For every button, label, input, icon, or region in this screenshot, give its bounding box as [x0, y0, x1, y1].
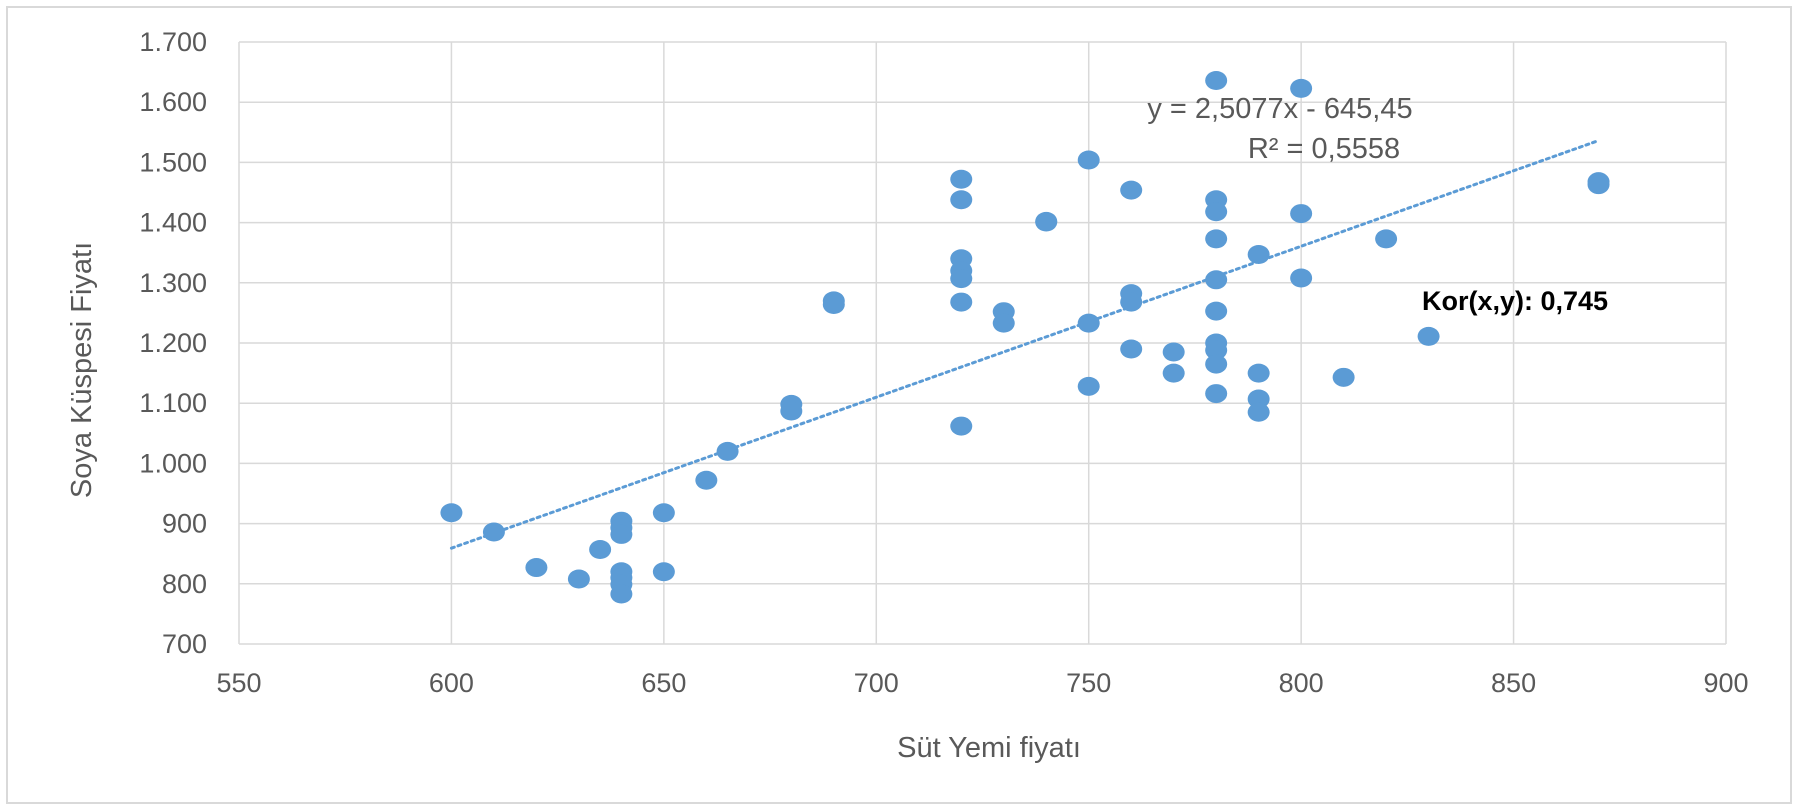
data-point [1120, 339, 1143, 359]
data-point [1077, 376, 1100, 396]
data-point [1290, 204, 1313, 224]
chart-frame [6, 6, 1792, 804]
data-point [1247, 389, 1270, 409]
data-point [567, 569, 590, 589]
data-point [1205, 71, 1228, 91]
data-point [1205, 340, 1228, 360]
data-points [440, 71, 1610, 604]
data-point [716, 441, 739, 461]
data-point [440, 503, 463, 523]
data-point [1247, 363, 1270, 383]
y-tick-label: 1.500 [139, 147, 207, 177]
data-point [1332, 367, 1355, 387]
y-tick-label: 1.300 [139, 268, 207, 298]
x-tick-label: 850 [1491, 668, 1536, 698]
data-point [1205, 229, 1228, 249]
y-tick-label: 1.100 [139, 388, 207, 418]
data-point [992, 313, 1015, 333]
data-point [652, 562, 675, 582]
correlation-annotation: Kor(x,y): 0,745 [1422, 286, 1608, 316]
x-tick-label: 750 [1066, 668, 1111, 698]
data-point [780, 401, 803, 421]
data-point [950, 169, 973, 189]
data-point [1587, 175, 1610, 195]
data-point [950, 292, 973, 312]
data-point [1205, 354, 1228, 374]
data-point [1120, 292, 1143, 312]
x-tick-label: 600 [429, 668, 474, 698]
data-point [1247, 245, 1270, 265]
data-point [1205, 384, 1228, 404]
data-point [1290, 268, 1313, 288]
data-point [1247, 402, 1270, 422]
data-point [950, 190, 973, 210]
x-tick-label: 900 [1703, 668, 1748, 698]
x-tick-label: 700 [854, 668, 899, 698]
y-tick-label: 1.000 [139, 448, 207, 478]
gridlines [238, 41, 1727, 645]
data-point [1162, 342, 1185, 362]
data-point [1290, 78, 1313, 98]
trendline-path [449, 139, 1601, 550]
data-point [695, 470, 718, 490]
x-axis-ticks: 550 600 650 700 750 800 850 900 [216, 668, 1748, 698]
data-point [482, 522, 505, 542]
y-tick-label: 1.700 [139, 27, 207, 57]
data-point [1077, 150, 1100, 170]
y-tick-label: 1.600 [139, 87, 207, 117]
data-point [1162, 363, 1185, 383]
data-point [610, 584, 633, 604]
x-tick-label: 550 [216, 668, 261, 698]
data-point [822, 294, 845, 314]
y-tick-label: 1.400 [139, 208, 207, 238]
data-point [525, 558, 548, 578]
x-tick-label: 650 [641, 668, 686, 698]
x-axis-title: Süt Yemi fiyatı [897, 732, 1081, 764]
trendline-equation: y = 2,5077x - 645,45 [1147, 93, 1412, 125]
data-point [1120, 180, 1143, 200]
data-point [1205, 301, 1228, 321]
data-point [950, 269, 973, 289]
data-point [610, 524, 633, 544]
trendline [449, 139, 1601, 550]
data-point [1417, 326, 1440, 346]
y-tick-label: 800 [162, 569, 207, 599]
y-tick-label: 900 [162, 509, 207, 539]
data-point [1205, 270, 1228, 290]
data-point [652, 503, 675, 523]
x-tick-label: 800 [1279, 668, 1324, 698]
data-point [589, 539, 612, 559]
data-point [1077, 313, 1100, 333]
y-axis-ticks: 700 800 900 1.000 1.100 1.200 1.300 1.400 1.500 1… [139, 27, 207, 659]
data-point [1375, 229, 1398, 249]
data-point [1035, 212, 1058, 232]
y-tick-label: 1.200 [139, 328, 207, 358]
data-point [950, 416, 973, 436]
y-tick-label: 700 [162, 629, 207, 659]
trendline-r-squared: R² = 0,5558 [1248, 133, 1400, 165]
y-axis-title: Soya Küspesi Fiyatı [66, 242, 98, 498]
data-point [1205, 202, 1228, 222]
